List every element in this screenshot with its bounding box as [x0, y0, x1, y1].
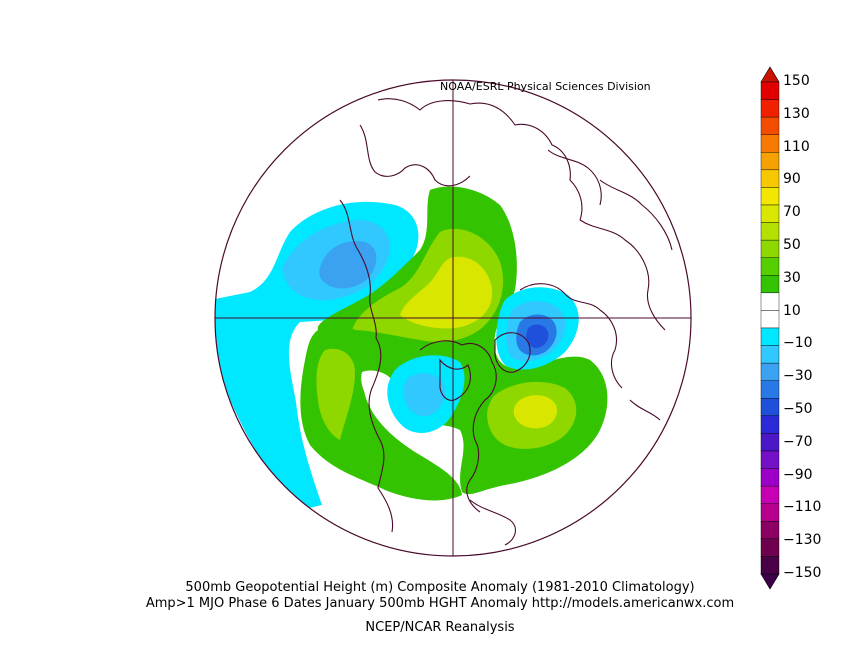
anomaly-field	[215, 80, 691, 556]
colorbar-tick-label: −150	[783, 565, 822, 581]
colorbar-swatch	[760, 380, 780, 399]
map-border	[214, 79, 692, 557]
colorbar-swatch	[760, 362, 780, 381]
colorbar	[760, 66, 780, 590]
colorbar-swatch	[760, 222, 780, 241]
anomaly-positive-yellowgreen-pole	[400, 256, 493, 329]
colorbar-swatch	[760, 99, 780, 118]
caption-line-1: 500mb Geopotential Height (m) Composite …	[185, 580, 695, 595]
colorbar-swatch	[760, 433, 780, 452]
colorbar-tick-label: 150	[783, 73, 810, 89]
colorbar-tick-label: −130	[783, 532, 822, 549]
colorbar-swatch	[760, 292, 780, 311]
colorbar-swatch	[760, 485, 780, 504]
colorbar-tick-label: 50	[783, 237, 801, 253]
anomaly-negative-darkblue-east	[526, 324, 549, 348]
caption-line-3: NCEP/NCAR Reanalysis	[365, 620, 515, 635]
colorbar-swatch	[760, 327, 780, 346]
anomaly-negative-lightblue-center	[403, 373, 446, 417]
colorbar-swatch	[760, 468, 780, 487]
colorbar-tick-label: 70	[783, 204, 801, 221]
colorbar-tick-label: 90	[783, 171, 801, 188]
colorbar-swatch	[760, 538, 780, 557]
colorbar-swatch	[760, 134, 780, 153]
colorbar-swatch	[760, 345, 780, 364]
colorbar-swatch	[760, 450, 780, 469]
colorbar-swatch	[760, 398, 780, 417]
colorbar-swatch	[760, 81, 780, 100]
colorbar-tick-label: −30	[783, 368, 813, 385]
anomaly-positive-yellowgreen-east	[513, 395, 558, 429]
colorbar-tick-label: 10	[783, 302, 801, 319]
colorbar-swatch	[760, 187, 780, 206]
colorbar-swatch	[760, 521, 780, 540]
colorbar-tick-label: 30	[783, 269, 801, 286]
colorbar-swatch	[760, 275, 780, 294]
graticule	[215, 80, 691, 556]
anomaly-positive-lightgreen-west	[316, 348, 355, 440]
anomaly-negative-midblue-west	[319, 241, 377, 289]
colorbar-top-arrow	[760, 66, 780, 83]
colorbar-bottom-arrow	[760, 573, 780, 590]
colorbar-tick-label: −10	[783, 335, 813, 352]
coastlines	[339, 98, 673, 546]
colorbar-swatch	[760, 204, 780, 223]
colorbar-tick-label: −90	[783, 466, 813, 483]
colorbar-swatch	[760, 415, 780, 434]
colorbar-tick-label: 110	[783, 138, 810, 155]
colorbar-tick-label: 130	[783, 105, 810, 122]
colorbar-swatch	[760, 169, 780, 188]
colorbar-tick-label: −50	[783, 401, 813, 417]
colorbar-swatch	[760, 152, 780, 171]
credit-text: NOAA/ESRL Physical Sciences Division	[440, 80, 651, 93]
caption-line-2: Amp>1 MJO Phase 6 Dates January 500mb HG…	[145, 596, 735, 611]
colorbar-tick-label: −70	[783, 433, 813, 450]
colorbar-swatch	[760, 257, 780, 276]
colorbar-swatch	[760, 503, 780, 522]
colorbar-swatch	[760, 239, 780, 258]
colorbar-swatch	[760, 310, 780, 329]
colorbar-swatch	[760, 556, 780, 575]
colorbar-tick-label: −110	[783, 499, 822, 516]
colorbar-swatch	[760, 116, 780, 135]
